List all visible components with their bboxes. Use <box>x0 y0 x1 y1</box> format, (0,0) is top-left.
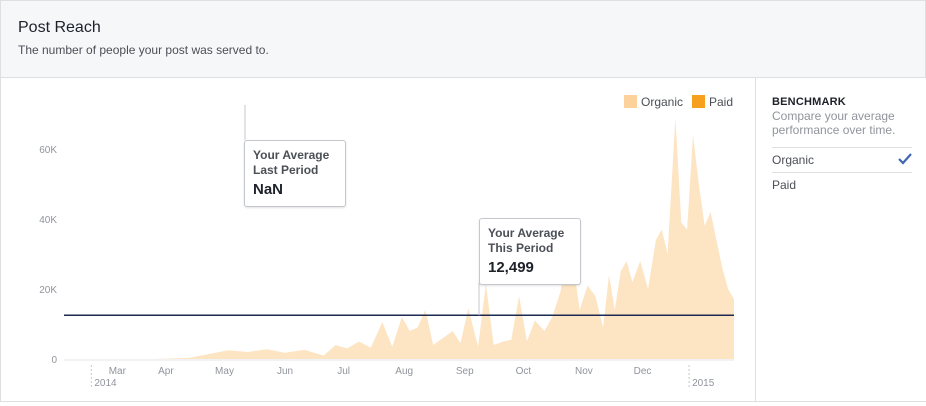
page-title: Post Reach <box>18 19 101 36</box>
series-area-organic <box>64 117 734 359</box>
x-tick-label: Dec <box>634 366 652 377</box>
legend-organic-label: Organic <box>641 95 684 109</box>
x-tick-label: Aug <box>395 366 413 377</box>
y-tick-label: 40K <box>39 215 57 226</box>
x-tick-label: Mar <box>109 366 127 377</box>
x-tick-label: Nov <box>575 366 593 377</box>
page-subtitle: The number of people your post was serve… <box>18 43 269 57</box>
benchmark-option-paid[interactable]: Paid <box>772 172 912 197</box>
tooltip-last-period-value: NaN <box>253 181 284 198</box>
checkmark-icon <box>898 153 912 165</box>
x-year-label: 2015 <box>692 378 715 389</box>
tooltip-last-period: Your Average Last Period NaN <box>244 140 346 207</box>
tooltip-last-period-line1: Your Average <box>253 148 330 162</box>
panel-header: Post Reach The number of people your pos… <box>1 1 925 78</box>
tooltip-this-period-line2: This Period <box>488 241 554 255</box>
x-tick-label: Apr <box>158 366 174 377</box>
y-tick-label: 60K <box>39 145 57 156</box>
x-tick-label: Jul <box>337 366 350 377</box>
chart-area: 0 20K 40K 60K Mar 2014 Apr May Jun Jul Aug Sep Oct No… <box>1 78 755 401</box>
x-tick-label: Sep <box>456 366 474 377</box>
y-tick-label: 20K <box>39 285 57 296</box>
x-tick-label: Jun <box>277 366 293 377</box>
legend-paid-swatch <box>692 95 705 108</box>
benchmark-description: Compare your average performance over ti… <box>772 109 896 137</box>
tooltip-this-period-value: 12,499 <box>488 259 534 276</box>
benchmark-option-label: Paid <box>772 178 797 192</box>
benchmark-option-label: Organic <box>772 153 815 167</box>
y-tick-label: 0 <box>51 355 57 366</box>
benchmark-title: BENCHMARK <box>772 96 846 108</box>
x-year-label: 2014 <box>94 378 117 389</box>
x-tick-label: Oct <box>516 366 532 377</box>
benchmark-option-organic[interactable]: Organic <box>772 147 912 172</box>
x-tick-label: May <box>215 366 234 377</box>
legend-paid-label: Paid <box>709 95 734 109</box>
tooltip-last-period-line2: Last Period <box>253 163 319 177</box>
benchmark-sidebar: BENCHMARK Compare your average performan… <box>755 78 926 401</box>
legend-organic-swatch <box>624 95 637 108</box>
tooltip-this-period: Your Average This Period 12,499 <box>479 218 581 285</box>
legend-organic[interactable]: Organic <box>624 95 683 109</box>
tooltip-this-period-line1: Your Average <box>488 226 565 240</box>
legend-paid[interactable]: Paid <box>692 95 733 109</box>
